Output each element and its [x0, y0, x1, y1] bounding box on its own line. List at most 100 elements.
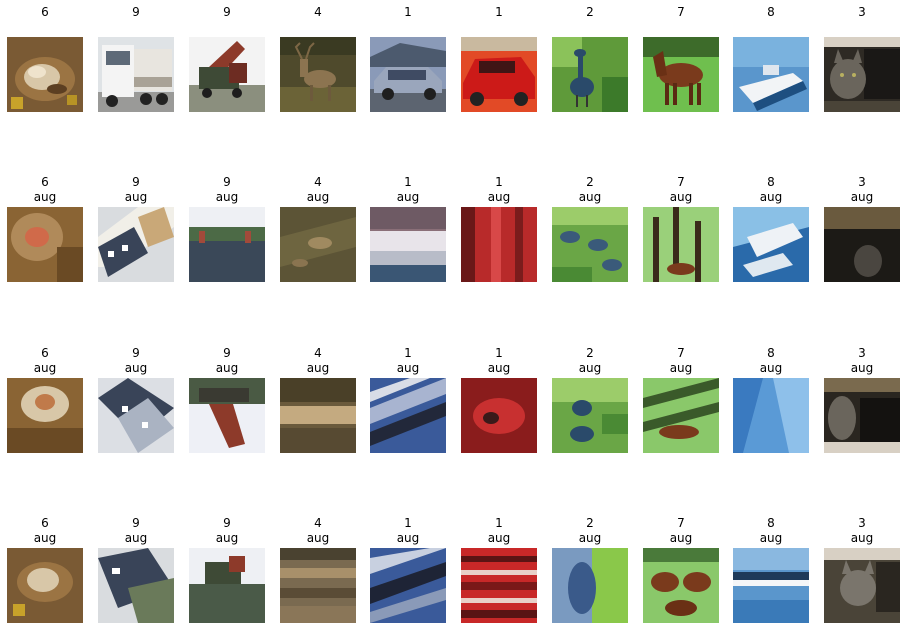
class-label: 9	[132, 516, 140, 530]
aug-label: aug	[124, 361, 148, 375]
class-label: 1	[404, 175, 412, 189]
aug-label: aug	[578, 361, 602, 375]
aug-label: aug	[850, 190, 874, 204]
thumbnail-car-augmented	[370, 207, 446, 282]
aug-label: aug	[396, 361, 420, 375]
class-label: 9	[132, 5, 140, 19]
aug-label: aug	[578, 190, 602, 204]
thumbnail-cat-augmented	[824, 378, 900, 453]
thumbnail-car	[370, 37, 446, 112]
class-label: 7	[677, 175, 685, 189]
thumbnail-horse-augmented	[643, 207, 719, 282]
class-label: 9	[132, 175, 140, 189]
thumbnail-deer-augmented	[280, 548, 356, 623]
thumbnail-car-augmented	[461, 548, 537, 623]
thumbnail-deer-augmented	[280, 207, 356, 282]
class-label: 9	[223, 516, 231, 530]
thumbnail-boat-augmented	[733, 548, 809, 623]
aug-label: aug	[759, 361, 783, 375]
class-label: 4	[314, 346, 322, 360]
aug-label: aug	[850, 361, 874, 375]
class-label: 6	[41, 175, 49, 189]
class-label: 8	[767, 346, 775, 360]
thumbnail-boat-augmented	[733, 207, 809, 282]
class-label: 4	[314, 5, 322, 19]
thumbnail-truck	[189, 37, 265, 112]
aug-label: aug	[124, 190, 148, 204]
class-label: 9	[132, 346, 140, 360]
class-label: 6	[41, 346, 49, 360]
aug-label: aug	[487, 361, 511, 375]
class-label: 2	[586, 5, 594, 19]
thumbnail-truck-augmented	[98, 548, 174, 623]
aug-label: aug	[487, 531, 511, 545]
thumbnail-cat-augmented	[824, 548, 900, 623]
thumbnail-frog-augmented	[7, 207, 83, 282]
class-label: 9	[223, 175, 231, 189]
thumbnail-car	[461, 37, 537, 112]
thumbnail-horse-augmented	[643, 548, 719, 623]
thumbnail-car-augmented	[370, 548, 446, 623]
thumbnail-truck-augmented	[189, 378, 265, 453]
aug-label: aug	[215, 531, 239, 545]
thumbnail-cat	[824, 37, 900, 112]
class-label: 2	[586, 175, 594, 189]
class-label: 7	[677, 346, 685, 360]
thumbnail-deer-augmented	[280, 378, 356, 453]
thumbnail-horse	[643, 37, 719, 112]
class-label: 1	[495, 175, 503, 189]
thumbnail-bird-augmented	[552, 548, 628, 623]
aug-label: aug	[759, 531, 783, 545]
class-label: 1	[404, 5, 412, 19]
class-label: 3	[858, 346, 866, 360]
class-label: 9	[223, 346, 231, 360]
thumbnail-bird-augmented	[552, 378, 628, 453]
aug-label: aug	[759, 190, 783, 204]
thumbnail-truck-augmented	[189, 207, 265, 282]
aug-label: aug	[33, 361, 57, 375]
class-label: 3	[858, 175, 866, 189]
thumbnail-frog-augmented	[7, 378, 83, 453]
class-label: 2	[586, 516, 594, 530]
thumbnail-car-augmented	[461, 378, 537, 453]
class-label: 2	[586, 346, 594, 360]
aug-label: aug	[33, 531, 57, 545]
thumbnail-bird	[552, 37, 628, 112]
class-label: 4	[314, 516, 322, 530]
thumbnail-boat-augmented	[733, 378, 809, 453]
thumbnail-car-augmented	[461, 207, 537, 282]
thumbnail-cat-augmented	[824, 207, 900, 282]
thumbnail-bird-augmented	[552, 207, 628, 282]
thumbnail-truck-augmented	[189, 548, 265, 623]
aug-label: aug	[669, 531, 693, 545]
aug-label: aug	[669, 361, 693, 375]
thumbnail-frog	[7, 37, 83, 112]
class-label: 6	[41, 516, 49, 530]
class-label: 1	[495, 346, 503, 360]
class-label: 3	[858, 5, 866, 19]
aug-label: aug	[124, 531, 148, 545]
thumbnail-boat	[733, 37, 809, 112]
class-label: 1	[404, 346, 412, 360]
aug-label: aug	[396, 531, 420, 545]
aug-label: aug	[215, 190, 239, 204]
thumbnail-frog-augmented	[7, 548, 83, 623]
aug-label: aug	[669, 190, 693, 204]
aug-label: aug	[306, 361, 330, 375]
aug-label: aug	[306, 190, 330, 204]
class-label: 1	[495, 516, 503, 530]
class-label: 1	[495, 5, 503, 19]
class-label: 8	[767, 5, 775, 19]
aug-label: aug	[33, 190, 57, 204]
aug-label: aug	[487, 190, 511, 204]
aug-label: aug	[306, 531, 330, 545]
class-label: 9	[223, 5, 231, 19]
aug-label: aug	[850, 531, 874, 545]
class-label: 7	[677, 5, 685, 19]
class-label: 7	[677, 516, 685, 530]
thumbnail-truck-augmented	[98, 207, 174, 282]
class-label: 6	[41, 5, 49, 19]
aug-label: aug	[396, 190, 420, 204]
thumbnail-deer	[280, 37, 356, 112]
